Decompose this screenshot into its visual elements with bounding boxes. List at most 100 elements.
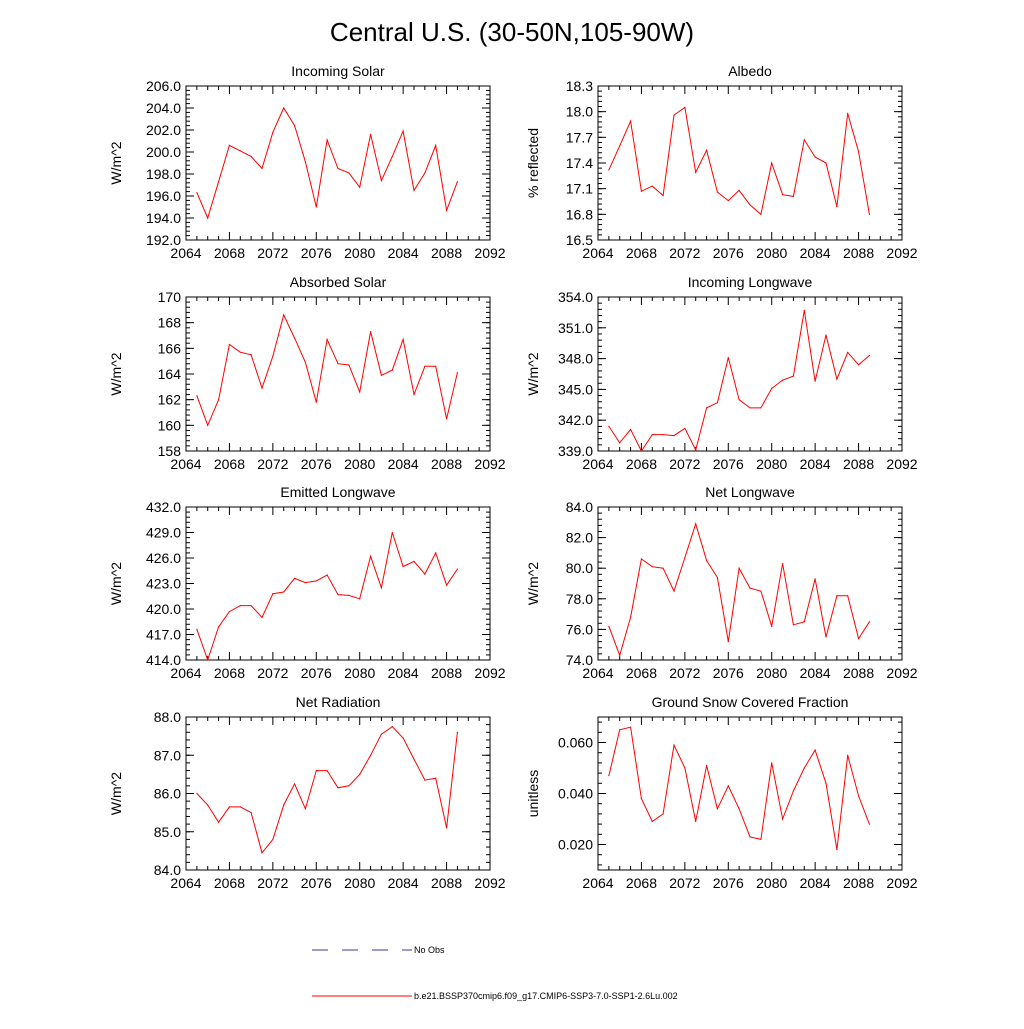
y-tick-label: 194.0 <box>146 210 181 226</box>
data-point <box>640 798 643 800</box>
data-point <box>391 531 393 534</box>
data-point <box>651 433 653 436</box>
data-point <box>629 616 632 618</box>
x-tick-label: 2084 <box>800 665 831 681</box>
data-point <box>359 773 361 775</box>
data-point <box>868 823 871 825</box>
x-tick-label: 2080 <box>756 456 787 472</box>
y-tick-label: 160 <box>158 417 182 433</box>
data-point <box>445 209 448 211</box>
data-point <box>348 785 350 787</box>
x-tick-label: 2092 <box>886 456 917 472</box>
data-point <box>651 185 653 187</box>
data-point <box>402 737 404 739</box>
data-point <box>738 808 740 810</box>
data-point <box>673 435 675 437</box>
y-tick-label: 84.0 <box>566 499 593 515</box>
data-point <box>640 450 643 452</box>
x-tick-label: 2064 <box>170 875 201 891</box>
data-point <box>760 838 762 841</box>
x-tick-label: 2080 <box>756 245 787 261</box>
x-tick-label: 2064 <box>582 456 613 472</box>
data-point <box>261 387 263 389</box>
data-point <box>391 369 393 371</box>
data-point <box>250 812 252 814</box>
chart-panel-8: 2064 2068 2072 2076 2080 2084 2088 2092 0.020 0.0… <box>525 694 918 891</box>
data-point <box>651 566 653 568</box>
data-point <box>792 790 795 792</box>
data-point <box>662 813 664 815</box>
y-tick-label: 348.0 <box>558 351 593 367</box>
data-point <box>283 591 285 593</box>
data-point <box>196 395 198 397</box>
x-tick-label: 2072 <box>257 245 288 261</box>
y-tick-label: 82.0 <box>566 530 593 546</box>
data-point <box>272 838 274 841</box>
data-point <box>402 565 404 568</box>
series-line <box>608 310 870 452</box>
data-point <box>348 364 350 366</box>
x-tick-label: 2084 <box>800 875 831 891</box>
data-point <box>684 556 686 559</box>
y-tick-label: 88.0 <box>154 709 181 725</box>
series-line <box>608 522 870 658</box>
data-point <box>196 628 198 631</box>
y-tick-label: 168 <box>158 315 182 331</box>
y-axis-label: W/m^2 <box>108 141 124 184</box>
data-point <box>781 563 784 565</box>
y-tick-label: 426.0 <box>146 550 181 566</box>
y-tick-label: 0.040 <box>558 786 593 802</box>
data-point <box>825 636 827 638</box>
y-tick-label: 339.0 <box>558 443 593 459</box>
data-point <box>608 625 610 627</box>
data-point <box>413 560 415 563</box>
x-tick-label: 2068 <box>214 665 245 681</box>
data-point <box>673 114 675 116</box>
chart-panel-6: 2064 2068 2072 2076 2080 2084 2088 2092 74.0 76.0… <box>525 484 918 681</box>
data-point <box>771 625 773 627</box>
data-point <box>716 402 719 404</box>
data-point <box>261 852 263 854</box>
y-tick-label: 198.0 <box>146 166 181 182</box>
x-tick-label: 2076 <box>301 875 332 891</box>
data-point <box>456 731 459 733</box>
data-point <box>304 582 307 584</box>
x-tick-label: 2084 <box>388 875 419 891</box>
data-point <box>445 418 448 420</box>
data-point <box>413 189 415 192</box>
data-point <box>261 167 263 170</box>
data-point <box>348 172 350 174</box>
plot-frame <box>185 296 491 452</box>
y-tick-label: 17.1 <box>566 181 593 197</box>
data-point <box>705 764 708 767</box>
plot-frame <box>597 506 903 661</box>
data-point <box>836 378 838 380</box>
data-point <box>326 574 328 576</box>
data-point <box>716 191 719 193</box>
x-tick-label: 2072 <box>669 456 700 472</box>
data-point <box>662 194 664 197</box>
y-tick-label: 85.0 <box>154 824 181 840</box>
data-point <box>760 590 762 592</box>
data-point <box>207 804 209 806</box>
y-axis-label: W/m^2 <box>108 352 124 395</box>
x-tick-label: 2080 <box>344 665 375 681</box>
data-point <box>326 139 328 141</box>
x-tick-label: 2072 <box>669 875 700 891</box>
series-line <box>608 106 870 216</box>
data-point <box>402 130 404 132</box>
data-point <box>792 624 795 626</box>
y-tick-label: 200.0 <box>146 144 181 160</box>
data-point <box>207 217 209 219</box>
data-point <box>803 767 805 769</box>
data-point <box>369 331 372 333</box>
data-point <box>217 626 220 628</box>
data-point <box>684 427 686 430</box>
data-point <box>217 399 220 401</box>
data-point <box>662 567 664 569</box>
data-point <box>705 407 708 409</box>
data-point <box>727 785 729 787</box>
x-tick-label: 2084 <box>388 245 419 261</box>
